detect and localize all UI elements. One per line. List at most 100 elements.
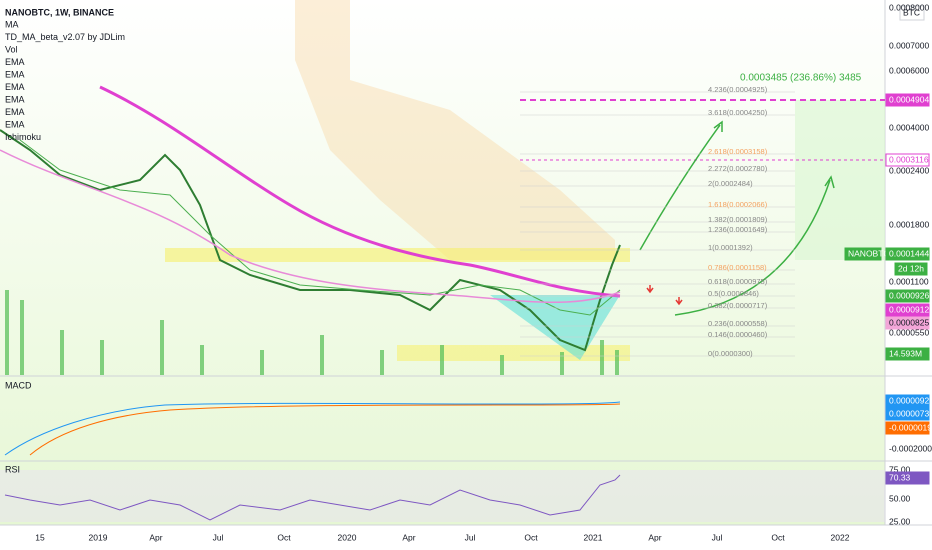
support-zone (397, 345, 630, 361)
time-axis-label: Jul (213, 532, 224, 542)
indicator-label: Vol (5, 44, 18, 54)
projection-arrow (639, 124, 721, 251)
pane-axis-label: -0.0002000 (889, 443, 932, 453)
macd-line (4, 401, 621, 456)
price-tag (885, 93, 930, 107)
price-tag (885, 407, 930, 421)
indicator-label: EMA (5, 107, 25, 117)
fib-label: 4.236(0.0004925) (708, 85, 768, 94)
pane-title: RSI (5, 464, 20, 474)
time-axis-label: Jul (712, 532, 723, 542)
fib-label: 0(0.0000300) (708, 349, 753, 358)
time-axis-label: Apr (402, 532, 415, 542)
indicator-label: EMA (5, 94, 25, 104)
ema-line (0, 149, 621, 304)
price-tag-label: 0.0001444 (889, 248, 929, 258)
fib-label: 1(0.0001392) (708, 243, 753, 252)
price-axis-label: 0.0000550 (889, 327, 929, 337)
fib-label: 1.382(0.0001809) (708, 215, 768, 224)
moving-average (99, 85, 621, 298)
price-tag-label: 0.0000092 (889, 395, 929, 405)
pane-axis-label: 75.00 (889, 464, 911, 474)
price-tag (885, 316, 930, 330)
volume-bars (5, 290, 619, 375)
price-tag (885, 421, 930, 435)
price-tag-label: 0.0003116 (889, 154, 929, 164)
chart-background (0, 0, 885, 525)
fib-label: 2(0.0002484) (708, 179, 753, 188)
time-axis-label: Jul (465, 532, 476, 542)
pane-axis-label: 25.00 (889, 516, 911, 526)
arrow-head (713, 120, 723, 132)
projection-arrow (674, 179, 831, 316)
price-tag-label: NANOBTC (848, 248, 890, 258)
indicator-label: MA (5, 19, 19, 29)
price-axis-label: 0.0001100 (889, 276, 929, 286)
ichimoku-cloud (295, 0, 615, 260)
indicator-label: EMA (5, 69, 25, 79)
fib-label: 2.272(0.0002780) (708, 164, 768, 173)
price-axis-label: 0.0007000 (889, 40, 929, 50)
currency-box (899, 5, 925, 21)
pane-title: MACD (5, 380, 32, 390)
price-tag-label: 70.33 (889, 472, 911, 482)
time-axis-label: 15 (35, 532, 45, 542)
time-axis-label: Oct (771, 532, 785, 542)
signal-line (29, 403, 621, 456)
measure-zone (795, 100, 885, 260)
rsi-line (4, 474, 621, 521)
time-axis-label: Apr (648, 532, 661, 542)
indicator-label: EMA (5, 57, 25, 67)
price-tag-label: -0.0000019 (889, 422, 932, 432)
time-axis-label: Oct (277, 532, 291, 542)
fib-label: 0.786(0.0001158) (708, 263, 767, 272)
price-tag-label: 2d 12h (898, 263, 924, 273)
rsi-band (0, 470, 885, 522)
fib-label: 1.236(0.0001649) (708, 225, 768, 234)
indicator-label: TD_MA_beta_v2.07 by JDLim (5, 32, 125, 42)
price-tag (844, 247, 882, 261)
fib-label: 2.618(0.0003158) (708, 147, 768, 156)
down-arrow (675, 297, 683, 306)
fib-label: 0.236(0.0000558) (708, 319, 768, 328)
price-axis-label: 0.0001800 (889, 219, 929, 229)
fib-label: 1.618(0.0002066) (708, 200, 768, 209)
price-tag-label: 0.0000926 (889, 290, 929, 300)
price-tag-label: 0.0004904 (889, 94, 929, 104)
price-tag (885, 303, 930, 317)
time-axis-label: 2022 (831, 532, 850, 542)
price-tag (885, 153, 930, 167)
fib-label: 0.5(0.0000846) (708, 289, 759, 298)
price-tag (885, 394, 930, 408)
price-tag-label: 0.0000073 (889, 408, 929, 418)
price-tag (885, 347, 930, 361)
price-tag (885, 247, 930, 261)
fib-label: 0.382(0.0000717) (708, 301, 768, 310)
time-axis-label: 2019 (89, 532, 108, 542)
price-tag (885, 289, 930, 303)
price-tag (894, 262, 928, 276)
currency-label: BTC (903, 7, 920, 17)
fib-label: 0.618(0.0000975) (708, 277, 768, 286)
time-axis-label: 2021 (584, 532, 603, 542)
price-axis-label: 0.0002400 (889, 165, 929, 175)
price-tag-label: 0.0000825 (889, 317, 929, 327)
fib-label: 0.146(0.0000460) (708, 330, 768, 339)
indicator-label: EMA (5, 82, 25, 92)
price-tag (885, 471, 930, 485)
price-axis-label: 0.0008000 (889, 2, 929, 12)
price-axis-label: 0.0006000 (889, 65, 929, 75)
indicator-label: Ichimoku (5, 132, 41, 142)
arrow-head (824, 175, 835, 189)
td-line (19, 139, 621, 316)
pane-axis-label: 50.00 (889, 493, 911, 503)
time-axis-label: 2020 (338, 532, 357, 542)
fib-label: 3.618(0.0004250) (708, 108, 768, 117)
time-axis-label: Oct (524, 532, 538, 542)
down-arrow (646, 285, 654, 294)
price-tag-label: 0.0000912 (889, 304, 929, 314)
price-axis-label: 0.0004000 (889, 122, 929, 132)
measure-label: 0.0003485 (236.86%) 3485 (740, 73, 862, 84)
resistance-zone (165, 248, 630, 262)
